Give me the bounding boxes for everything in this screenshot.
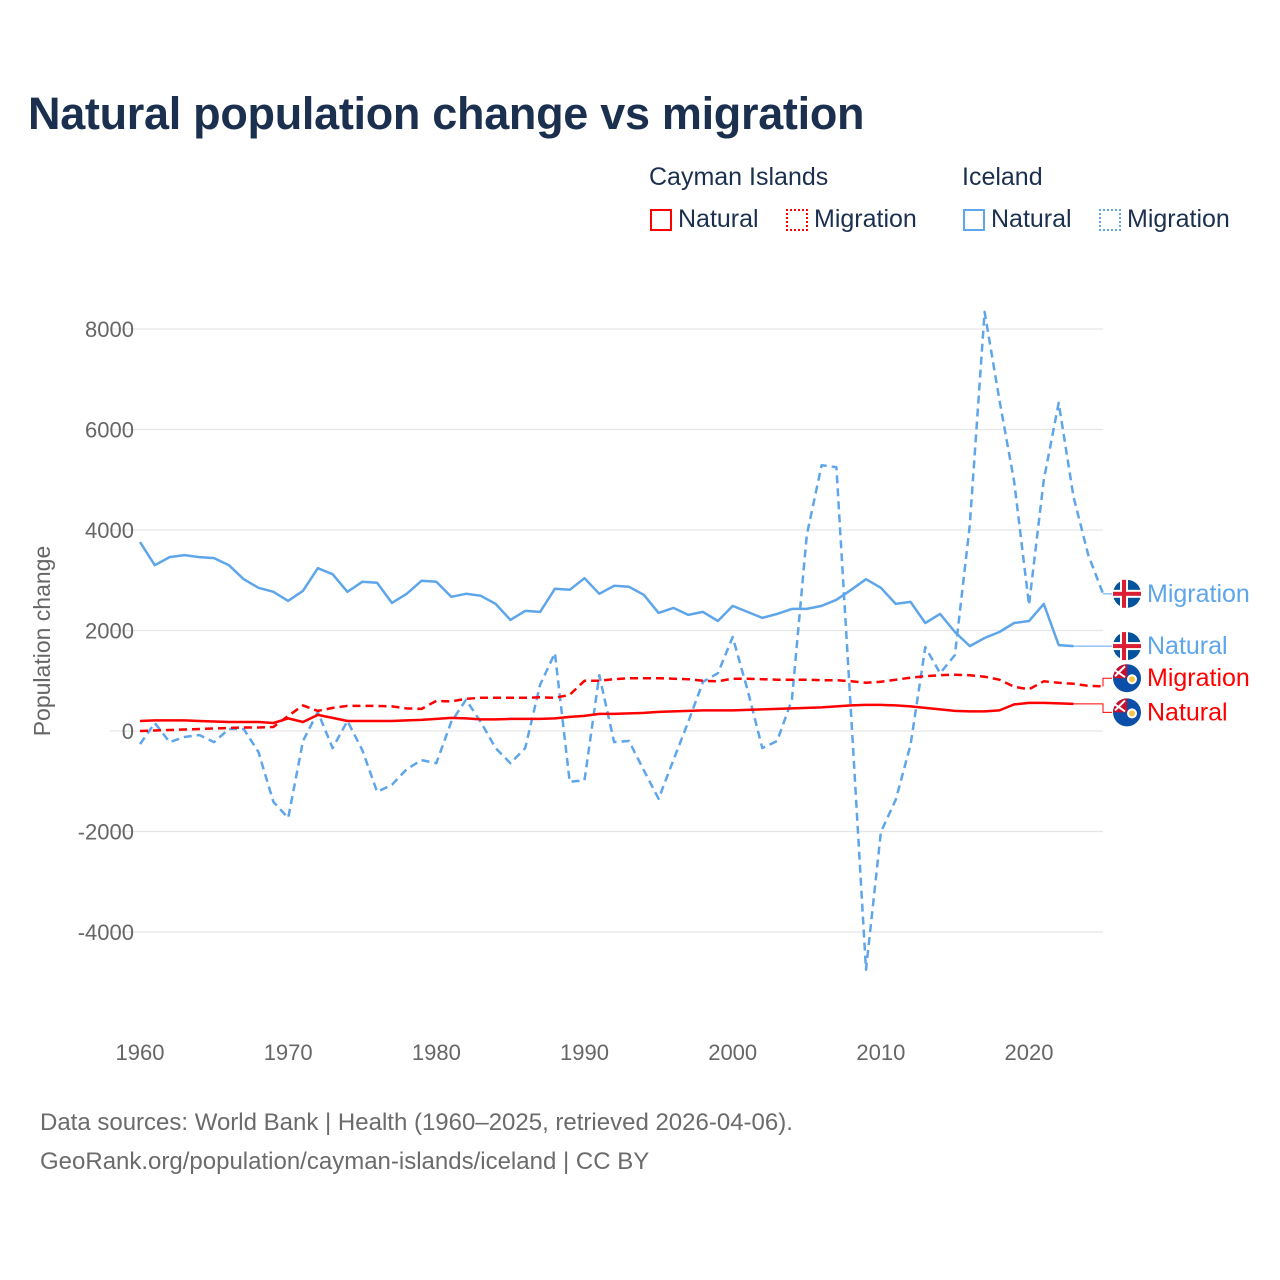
legend-group-iceland: Iceland: [962, 163, 1043, 191]
legend-iceland-migration[interactable]: Migration: [1099, 205, 1230, 234]
end-label: Migration: [1147, 580, 1250, 608]
end-label-connector: [1073, 703, 1112, 713]
series-line-iceland-migration: [138, 310, 1105, 971]
y-tick-label: 2000: [85, 619, 134, 644]
end-label: Natural: [1147, 698, 1228, 726]
end-label: Natural: [1147, 632, 1228, 660]
series-line-cayman-islands-natural: [139, 701, 1074, 725]
end-label-connector: [1102, 677, 1112, 687]
cayman-flag-icon: [1113, 698, 1141, 727]
iceland-flag-icon: [1113, 579, 1141, 608]
x-tick-label: 2020: [1005, 1040, 1054, 1065]
legend-cayman-natural[interactable]: Natural: [650, 205, 759, 234]
end-label: Migration: [1147, 664, 1250, 692]
y-tick-label: 8000: [85, 317, 134, 342]
footer-sources: Data sources: World Bank | Health (1960–…: [40, 1109, 793, 1136]
y-axis-label: Population change: [29, 546, 55, 737]
legend-group-cayman: Cayman Islands: [649, 163, 829, 191]
series-line-iceland-natural: [138, 541, 1074, 648]
legend-cayman-migration[interactable]: Migration: [786, 205, 917, 234]
legend-label: Migration: [1127, 205, 1230, 233]
chart-title: Natural population change vs migration: [28, 88, 865, 139]
x-tick-label: 2000: [708, 1040, 757, 1065]
x-tick-label: 1980: [412, 1040, 461, 1065]
iceland-flag-icon: [1113, 632, 1141, 661]
y-tick-label: -4000: [78, 920, 134, 945]
legend-swatch-dotted-red: [786, 208, 808, 231]
series-line-cayman-islands-migration: [139, 673, 1104, 733]
x-tick-label: 1970: [264, 1040, 313, 1065]
y-tick-label: -2000: [78, 820, 134, 845]
x-tick-label: 1960: [116, 1040, 165, 1065]
cayman-flag-icon: [1113, 664, 1141, 693]
legend-label: Natural: [991, 205, 1072, 233]
legend-label: Migration: [814, 205, 917, 233]
x-tick-label: 2010: [856, 1040, 905, 1065]
legend-swatch-solid-blue: [963, 208, 985, 231]
y-tick-label: 0: [122, 719, 134, 744]
y-tick-label: 6000: [85, 418, 134, 443]
footer-link[interactable]: GeoRank.org/population/cayman-islands/ic…: [40, 1148, 650, 1175]
y-tick-label: 4000: [85, 518, 134, 543]
x-tick-label: 1990: [560, 1040, 609, 1065]
legend-iceland-natural[interactable]: Natural: [963, 205, 1072, 234]
legend-label: Natural: [678, 205, 759, 233]
legend-swatch-dotted-blue: [1099, 208, 1121, 231]
legend-swatch-solid-red: [650, 208, 672, 231]
